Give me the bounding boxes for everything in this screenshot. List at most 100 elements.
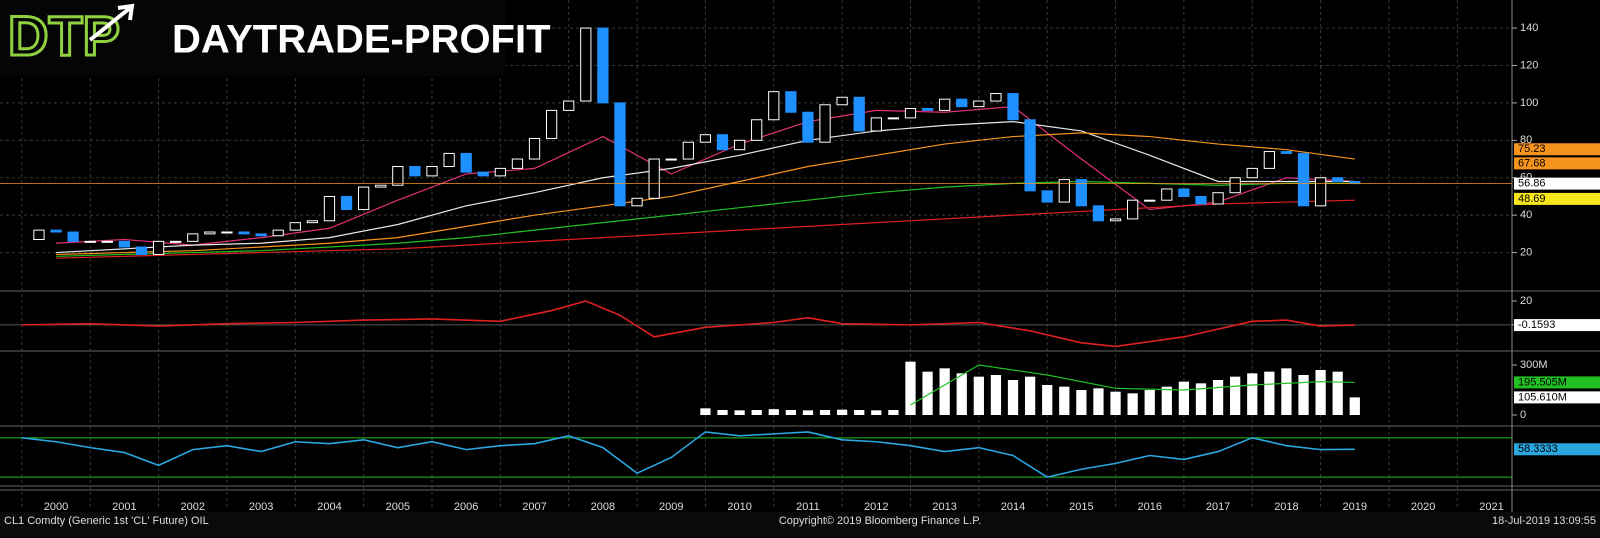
candle (426, 166, 438, 177)
candle (306, 220, 319, 224)
volume-bar (1315, 370, 1326, 415)
candle (33, 229, 45, 240)
candle (1314, 177, 1327, 207)
volume-bar (1247, 373, 1258, 415)
candle (1007, 93, 1019, 121)
candle (751, 119, 763, 141)
candle (409, 166, 421, 177)
candle (580, 27, 592, 102)
volume-bar (905, 361, 916, 415)
candle (699, 134, 712, 143)
candle (289, 222, 301, 231)
x-tick-label: 2007 (522, 501, 546, 513)
candle (819, 104, 831, 143)
x-tick-label: 2014 (1001, 501, 1025, 513)
candle (563, 100, 575, 111)
candle (1127, 199, 1139, 220)
y-tick-label: 300M (1520, 359, 1548, 371)
candle (101, 240, 113, 243)
indicator-line (21, 300, 1355, 348)
value-tag (1514, 192, 1600, 205)
value-tag (1514, 391, 1600, 404)
candle (443, 152, 455, 168)
logo-arrow (88, 3, 135, 42)
value-tag-label: 48.69 (1518, 193, 1546, 205)
value-tag (1514, 157, 1600, 170)
candle (665, 158, 677, 161)
value-tag (1514, 177, 1600, 190)
candle (511, 158, 524, 169)
x-tick-label: 2018 (1274, 501, 1298, 513)
y-tick-label: 20 (1520, 295, 1532, 307)
moving-average (56, 199, 1355, 259)
x-tick-label: 2020 (1411, 501, 1435, 513)
candle (1229, 177, 1241, 194)
volume-bar (802, 410, 814, 415)
candle (204, 231, 216, 235)
candle (597, 27, 609, 104)
volume-bar (1059, 386, 1070, 415)
candle (682, 141, 694, 160)
candle (921, 108, 934, 111)
logo-name: DAYTRADE-PROFIT (172, 18, 551, 62)
volume-bar (1212, 380, 1224, 415)
candle (1075, 179, 1087, 207)
volume-bar (785, 410, 796, 415)
candle (272, 229, 284, 237)
volume-bar (1093, 388, 1104, 415)
value-tag (1514, 319, 1600, 332)
volume-bar (1161, 386, 1172, 415)
volume-bar (837, 409, 848, 415)
logo-box (0, 0, 506, 76)
candle (1195, 195, 1207, 205)
x-tick-label: 2013 (932, 501, 956, 513)
x-tick-label: 2003 (249, 501, 273, 513)
candle (1144, 199, 1156, 202)
volume-bar (1264, 371, 1275, 415)
candle (614, 102, 626, 207)
y-tick-label: 20 (1520, 246, 1532, 258)
volume-bar (717, 410, 728, 415)
candle (648, 158, 660, 199)
candle (956, 98, 968, 108)
candle (375, 184, 387, 188)
volume-bar (1024, 376, 1036, 415)
candle (904, 108, 917, 119)
candle (1058, 179, 1070, 203)
candle (477, 171, 489, 177)
volume-bar (1281, 368, 1292, 415)
logo-mark: DTP (8, 4, 120, 67)
y-tick-label: 80 (1520, 134, 1532, 146)
candle (870, 117, 882, 132)
x-tick-label: 2009 (659, 501, 683, 513)
candle (135, 246, 148, 255)
candle (323, 195, 336, 222)
candle (118, 240, 131, 248)
volume-bar (1042, 385, 1053, 415)
volume-bar (1230, 376, 1241, 415)
x-tick-label: 2002 (181, 501, 205, 513)
candle (84, 240, 96, 243)
value-tag (1514, 143, 1600, 156)
x-tick-label: 2015 (1069, 501, 1093, 513)
candle (170, 240, 182, 243)
y-tick-label: 140 (1520, 22, 1538, 34)
candle (528, 137, 541, 160)
moving-average (56, 121, 1355, 254)
candle (733, 139, 746, 151)
x-tick-label: 2011 (796, 501, 820, 513)
moving-average (56, 180, 1355, 257)
indicator-line (21, 431, 1355, 478)
footer-right: 18-Jul-2019 13:09:55 (1492, 515, 1596, 527)
volume-bar (1178, 381, 1190, 415)
volume-bar (768, 409, 779, 415)
candle (545, 109, 558, 139)
volume-bar (734, 410, 745, 415)
volume-average (910, 364, 1355, 406)
volume-bar (871, 410, 882, 415)
volume-bar (922, 371, 933, 415)
candle (887, 117, 900, 120)
candle (494, 167, 506, 177)
